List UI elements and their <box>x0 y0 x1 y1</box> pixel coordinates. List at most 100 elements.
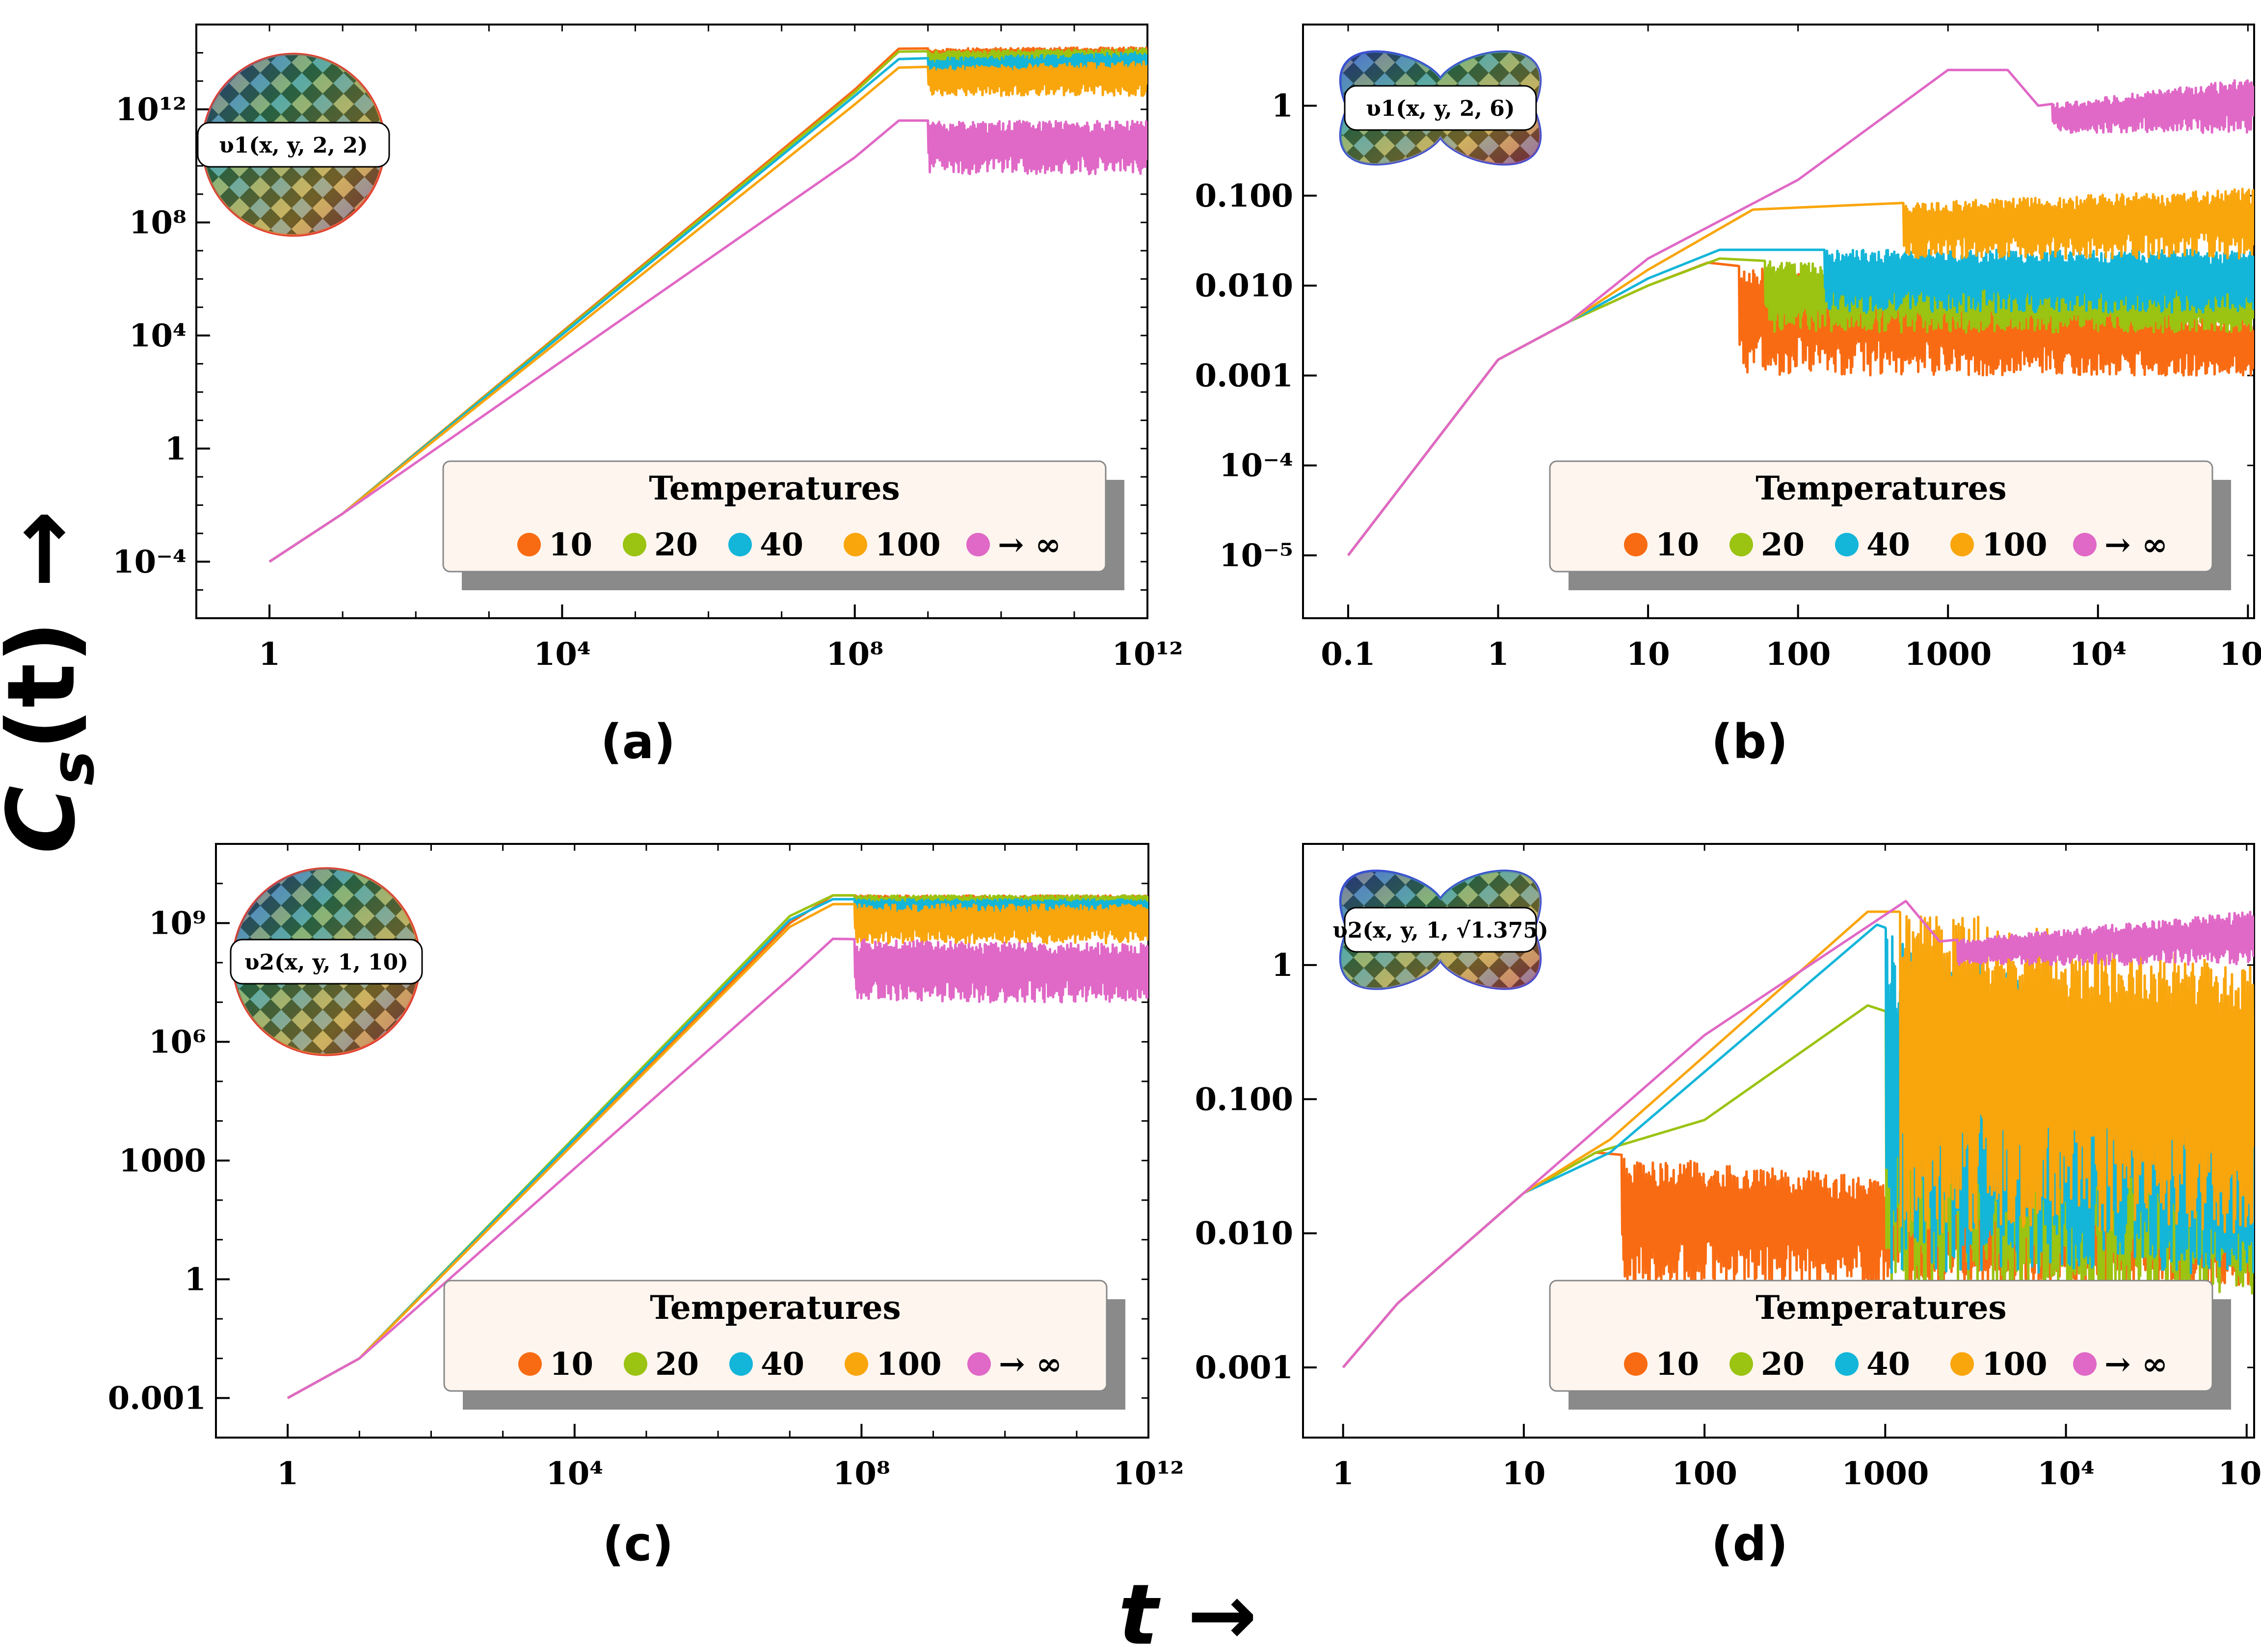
legend-swatch <box>2073 1352 2097 1376</box>
legend-swatch <box>1950 1352 1974 1376</box>
legend-label: 40 <box>760 526 803 563</box>
y-tick-label: 1 <box>164 430 186 467</box>
x-tick-label: 10⁸ <box>833 1455 890 1492</box>
svg-text:Cs(t) →: Cs(t) → <box>0 510 107 854</box>
legend-swatch <box>1835 533 1859 556</box>
y-tick-label: 10⁴ <box>129 317 186 354</box>
legend-label: → ∞ <box>998 526 1061 563</box>
panel-b: 0.1 1 10 100 1000 10⁴ 10⁵ 10⁻⁵ 10⁻⁴ 0.001 0.010 0.1… <box>1195 24 2261 769</box>
legend-label: 100 <box>1982 526 2048 563</box>
y-tick-label: 0.001 <box>108 1380 206 1416</box>
y-tick-label: 10¹² <box>115 91 186 128</box>
y-tick-label: 10⁻⁴ <box>112 544 186 580</box>
x-tick-label: 10⁵ <box>2219 636 2261 673</box>
panel-label: (b) <box>1711 714 1788 769</box>
y-tick-label: 10⁹ <box>149 905 206 942</box>
legend-label: → ∞ <box>2104 526 2168 563</box>
legend-swatch <box>966 533 990 556</box>
x-tick-label: 10¹² <box>1113 1455 1184 1492</box>
series-line-100 <box>287 903 1148 1399</box>
y-tick-label: 10⁶ <box>149 1023 206 1060</box>
inset-label: υ2(x, y, 1, √1.375) <box>1332 918 1548 943</box>
x-tick-label: 1 <box>277 1455 299 1492</box>
y-tick-label: 1 <box>184 1261 206 1298</box>
legend-swatch <box>1624 1352 1648 1376</box>
inset-label-box <box>1344 85 1537 131</box>
y-tick-label: 0.100 <box>1195 178 1293 214</box>
legend-swatch <box>518 1352 542 1376</box>
legend-box <box>442 460 1107 573</box>
panel-label: (a) <box>601 714 676 769</box>
x-tick-label: 1 <box>1332 1455 1354 1492</box>
y-tick-label: 0.001 <box>1195 1349 1293 1386</box>
y-tick-label: 0.010 <box>1195 1215 1293 1252</box>
y-tick-label: 0.001 <box>1195 357 1293 394</box>
inset-billiard: υ2(x, y, 1, √1.375) <box>1332 869 1548 990</box>
inset-label-box <box>197 122 390 168</box>
legend-box <box>1549 1280 2213 1392</box>
legend-label: 40 <box>761 1346 804 1383</box>
x-axis-title: t → <box>1118 1567 1257 1652</box>
legend-title: Temperatures <box>650 1288 901 1327</box>
x-tick-label: 0.1 <box>1321 636 1375 673</box>
inset-label: υ1(x, y, 2, 6) <box>1366 96 1515 121</box>
y-tick-label: 1 <box>1271 88 1293 125</box>
y-tick-label: 0.010 <box>1195 267 1293 304</box>
inset-label: υ1(x, y, 2, 2) <box>219 133 368 158</box>
inset-label: υ2(x, y, 1, 10) <box>244 950 408 975</box>
series-line-→ ∞ <box>268 119 1147 563</box>
legend-title: Temperatures <box>1756 1288 2006 1327</box>
x-tick-label: 1 <box>259 636 281 673</box>
panel-label: (d) <box>1711 1517 1788 1572</box>
legend-swatch <box>844 533 867 556</box>
inset-label-box <box>1344 907 1537 953</box>
x-tick-label: 10⁴ <box>546 1455 603 1492</box>
legend-swatch <box>1729 533 1753 556</box>
inset-billiard: υ1(x, y, 2, 6) <box>1339 50 1542 166</box>
panel-a: 1 10⁴ 10⁸ 10¹² 10⁻⁴ 1 10⁴ 10⁸ 10¹² Temperatures 10… <box>112 24 1183 769</box>
legend-swatch <box>728 533 752 556</box>
panel-d: 1 10 100 1000 10⁴ 10⁵ 0.001 0.010 0.100 1 Temperat… <box>1195 843 2261 1572</box>
series-group <box>1342 900 2254 1368</box>
legend-title: Temperatures <box>649 469 900 507</box>
legend-label: → ∞ <box>2104 1346 2168 1383</box>
series-group <box>1347 69 2254 556</box>
legend-title: Temperatures <box>1756 469 2006 507</box>
series-group <box>287 894 1148 1399</box>
y-tick-label: 1000 <box>119 1142 206 1179</box>
legend-label: → ∞ <box>999 1346 1062 1383</box>
legend-label: 20 <box>655 1346 699 1383</box>
legend-swatch <box>1835 1352 1859 1376</box>
legend-swatch <box>1729 1352 1753 1376</box>
x-tick-label: 100 <box>1765 636 1831 673</box>
y-tick-label: 10⁻⁵ <box>1219 537 1293 574</box>
legend-swatch <box>1624 533 1648 556</box>
series-line-100 <box>268 60 1147 563</box>
legend-label: 100 <box>876 1346 942 1383</box>
legend-label: 40 <box>1866 1346 1910 1383</box>
x-tick-label: 10 <box>1626 636 1670 673</box>
panel-c: 1 10⁴ 10⁸ 10¹² 0.001 1 1000 10⁶ 10⁹ Temperatures 1… <box>108 843 1184 1572</box>
legend-box <box>443 1280 1108 1392</box>
panel-label: (c) <box>603 1517 674 1572</box>
x-tick-label: 10⁴ <box>2037 1455 2095 1492</box>
legend-label: 10 <box>550 1346 593 1383</box>
series-line-→ ∞ <box>1342 900 2254 1368</box>
legend-label: 100 <box>1982 1346 2048 1383</box>
x-tick-label: 10⁸ <box>826 636 883 673</box>
x-tick-label: 10 <box>1502 1455 1545 1492</box>
legend-box <box>1549 460 2213 573</box>
legend-swatch <box>729 1352 753 1376</box>
legend-swatch <box>517 533 541 556</box>
y-axis-title: Cs(t) → <box>0 510 107 854</box>
inset-billiard: υ1(x, y, 2, 2) <box>197 52 390 237</box>
inset-billiard: υ2(x, y, 1, 10) <box>230 867 423 1056</box>
legend-label: 100 <box>875 526 941 563</box>
y-tick-label: 0.100 <box>1195 1081 1293 1118</box>
legend-label: 10 <box>1655 1346 1699 1383</box>
y-tick-label: 10⁻⁴ <box>1219 447 1293 484</box>
legend-label: 20 <box>1761 526 1805 563</box>
series-group <box>268 46 1147 563</box>
x-tick-label: 10¹² <box>1112 636 1183 673</box>
